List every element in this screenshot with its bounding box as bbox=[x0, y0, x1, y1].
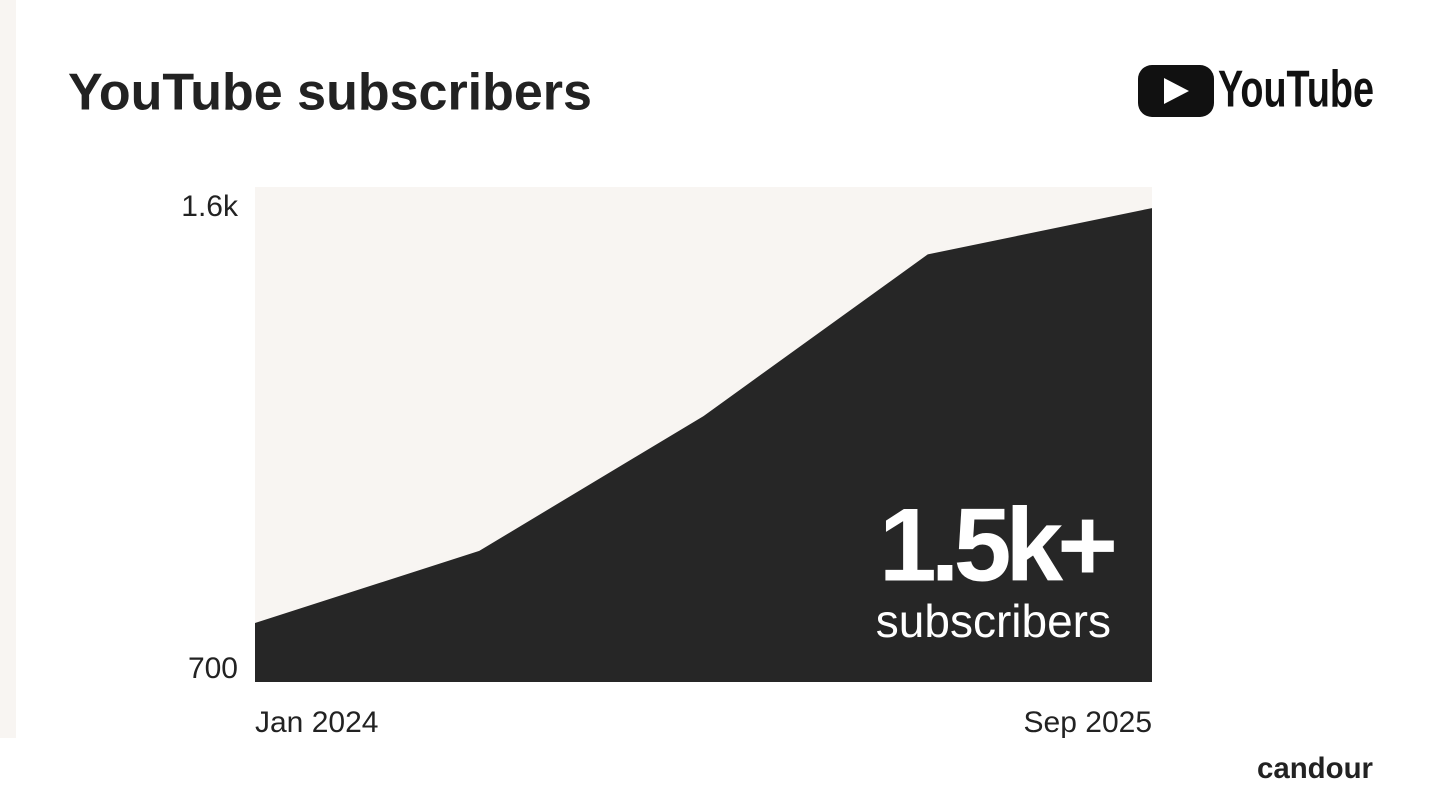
annotation-headline: 1.5k+ bbox=[879, 487, 1114, 603]
logo-play bbox=[1164, 78, 1189, 104]
logo-text: YouTube bbox=[1218, 61, 1374, 119]
side-strip bbox=[0, 0, 16, 738]
x-tick-label: Jan 2024 bbox=[255, 706, 378, 739]
annotation-subline: subscribers bbox=[876, 595, 1111, 647]
brand: candour bbox=[1257, 752, 1373, 785]
youtube-logo: YouTube bbox=[1138, 61, 1374, 119]
chart-title: YouTube subscribers bbox=[68, 64, 592, 122]
y-tick-label: 1.6k bbox=[181, 190, 239, 223]
x-tick-label: Sep 2025 bbox=[1024, 706, 1152, 739]
y-tick-label: 700 bbox=[188, 652, 238, 685]
area bbox=[255, 208, 1152, 682]
